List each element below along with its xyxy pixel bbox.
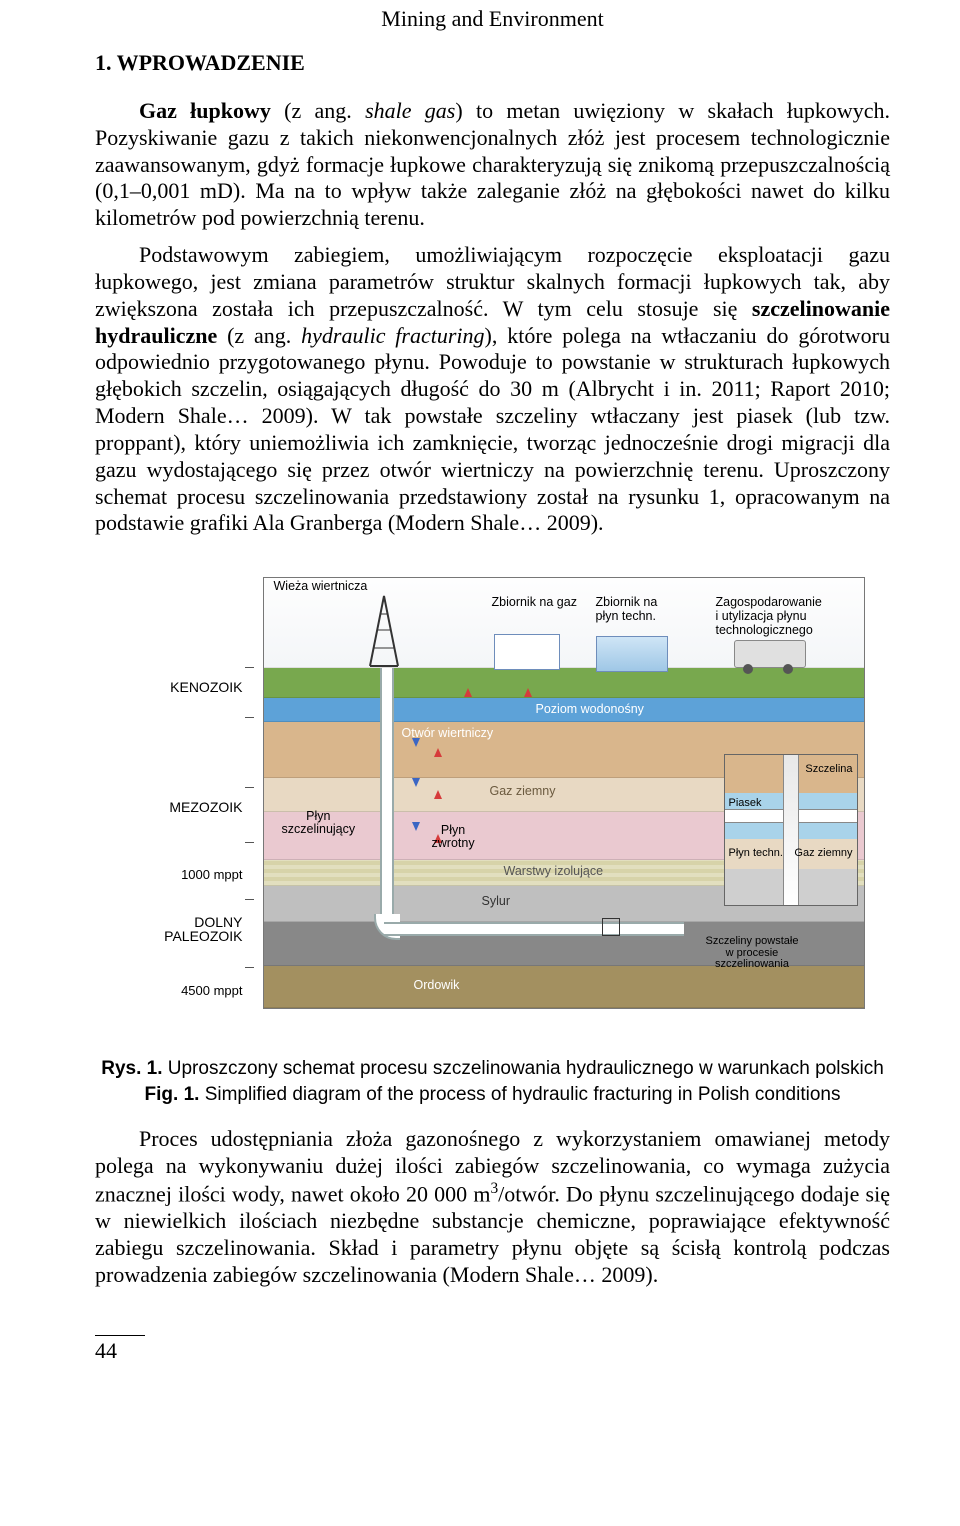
inset-marker	[602, 918, 620, 936]
label-plyn-zwr: Płynzwrotny	[432, 824, 475, 850]
inset-label-piasek: Piasek	[729, 797, 762, 809]
label-4500mppt: 4500 mppt	[181, 983, 242, 998]
figure-1-caption-pl: Rys. 1. Uproszczony schemat procesu szcz…	[95, 1058, 890, 1080]
layer-soil	[264, 668, 864, 698]
label-dolny-paleozoik: DOLNY PALEOZOIK	[164, 915, 242, 943]
geology-block: Wieża wiertnicza Zbiornik na gaz Zbiorni…	[263, 577, 865, 1009]
label-plyn-szcz: Płynszczelinujący	[282, 810, 356, 836]
inset-label-szczelina: Szczelina	[805, 763, 852, 775]
label-1000mppt: 1000 mppt	[181, 867, 242, 882]
inset-detail: Szczelina Piasek Płyn techn. Gaz ziemny	[724, 754, 858, 906]
arrow-up-icon	[434, 790, 442, 799]
arrow-up-icon	[464, 688, 472, 697]
inset-label-plyn: Płyn techn.	[729, 847, 783, 859]
label-fluid-tank: Zbiornik napłyn techn.	[596, 596, 676, 624]
page-number: 44	[95, 1335, 145, 1364]
layer-ordovician	[264, 966, 864, 1008]
label-mezozoik: MEZOZOIK	[169, 799, 242, 815]
label-szczeliny: Szczeliny powstałew procesieszczelinowan…	[706, 936, 799, 971]
label-gas-tank: Zbiornik na gaz	[492, 596, 577, 610]
label-sylur: Sylur	[482, 894, 510, 908]
arrow-up-icon	[434, 748, 442, 757]
well-horizontal	[384, 922, 684, 936]
label-rig: Wieża wiertnicza	[274, 580, 368, 594]
fluid-tank-icon	[596, 636, 668, 672]
inset-label-gaz: Gaz ziemny	[794, 847, 852, 859]
running-head: Mining and Environment	[95, 6, 890, 32]
label-kenozoik: KENOZOIK	[170, 679, 242, 695]
drilling-rig-icon	[364, 592, 404, 668]
well-vertical	[380, 668, 394, 926]
label-disposal: Zagospodarowaniei utylizacja płynu techn…	[716, 596, 866, 637]
arrow-up-icon	[524, 688, 532, 697]
paragraph-2: Podstawowym zabiegiem, umożliwiającym ro…	[95, 242, 890, 537]
figure-1-caption-en: Fig. 1. Simplified diagram of the proces…	[95, 1084, 890, 1106]
arrow-down-icon	[412, 778, 420, 787]
tanker-truck-icon	[734, 640, 806, 668]
label-poziom: Poziom wodonośny	[536, 702, 644, 716]
label-gaz: Gaz ziemny	[490, 784, 556, 798]
paragraph-3: Proces udostępniania złoża gazonośnego z…	[95, 1126, 890, 1288]
label-ordowik: Ordowik	[414, 978, 460, 992]
gas-tank-icon	[494, 634, 560, 670]
figure-1: KENOZOIK MEZOZOIK 1000 mppt DOLNY PALEOZ…	[95, 557, 890, 1042]
label-warstwy: Warstwy izolujące	[504, 864, 604, 878]
paragraph-1: Gaz łupkowy (z ang. shale gas) to metan …	[95, 98, 890, 232]
hydraulic-fracturing-diagram: KENOZOIK MEZOZOIK 1000 mppt DOLNY PALEOZ…	[113, 557, 873, 1037]
label-otwor: Otwór wiertniczy	[402, 726, 494, 740]
section-heading: 1. WPROWADZENIE	[95, 50, 890, 76]
arrow-down-icon	[412, 822, 420, 831]
